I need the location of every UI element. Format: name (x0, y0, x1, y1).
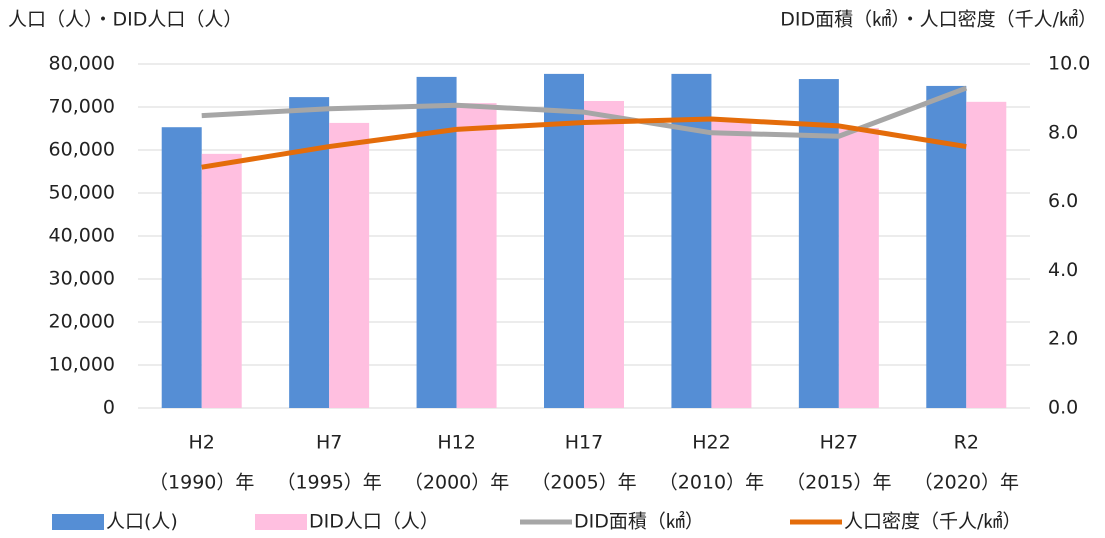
x-tick-label: H22 (692, 432, 730, 454)
x-tick-label: H27 (820, 432, 858, 454)
y-tick-label: 60,000 (49, 139, 115, 161)
legend-label: 人口密度（千人/㎢） (844, 510, 1021, 533)
y-tick-label: 50,000 (49, 182, 115, 204)
legend-label: DID人口（人） (309, 511, 439, 533)
x-tick-label: （2020）年 (914, 472, 1019, 494)
bar (329, 122, 370, 408)
x-tick-label: H2 (189, 432, 215, 454)
x-tick-label: （2000）年 (404, 472, 509, 494)
legend-label: DID面積（㎢） (574, 510, 704, 533)
y-tick-label: 30,000 (49, 268, 115, 290)
bar (926, 85, 967, 409)
bar (161, 127, 202, 409)
y-tick-label: 0 (103, 397, 115, 419)
bar (289, 97, 330, 409)
bar (798, 79, 839, 409)
y-tick-label: 20,000 (49, 311, 115, 333)
bar (966, 101, 1007, 408)
bar (584, 100, 624, 408)
x-tick-label: H17 (565, 432, 603, 454)
bar (671, 73, 712, 408)
line-series (201, 116, 967, 170)
legend-label: 人口(人) (106, 511, 178, 533)
bar (711, 121, 752, 408)
y2-tick-label: 6.0 (1048, 190, 1078, 212)
y2-tick-label: 2.0 (1048, 328, 1078, 350)
x-tick-label: （2005）年 (531, 472, 636, 494)
x-tick-label: R2 (954, 432, 979, 454)
x-tick-label: H7 (316, 432, 342, 454)
x-tick-label: （2010）年 (659, 472, 764, 494)
bar (201, 153, 242, 408)
bar (416, 76, 457, 409)
y-tick-label: 40,000 (49, 225, 115, 247)
y2-tick-label: 0.0 (1048, 397, 1078, 419)
bar (456, 103, 497, 408)
x-tick-label: H12 (437, 432, 475, 454)
x-tick-label: （2015）年 (786, 472, 891, 494)
x-tick-label: （1995）年 (276, 472, 381, 494)
line-series (201, 85, 968, 139)
legend-swatch (52, 514, 104, 530)
y-tick-label: 10,000 (49, 354, 115, 376)
y2-tick-label: 8.0 (1048, 121, 1078, 143)
legend-swatch (255, 514, 307, 530)
bar (838, 128, 879, 408)
y2-tick-label: 4.0 (1048, 259, 1078, 281)
x-tick-label: （1990）年 (149, 472, 254, 494)
y2-tick-label: 10.0 (1048, 53, 1090, 75)
y-tick-label: 70,000 (49, 96, 115, 118)
y2-axis-title: DID面積（㎢）・人口密度（千人/㎢） (780, 8, 1097, 31)
y-axis-title: 人口（人）・DID人口（人） (8, 9, 242, 31)
bar (544, 73, 584, 408)
y-tick-label: 80,000 (49, 53, 115, 75)
